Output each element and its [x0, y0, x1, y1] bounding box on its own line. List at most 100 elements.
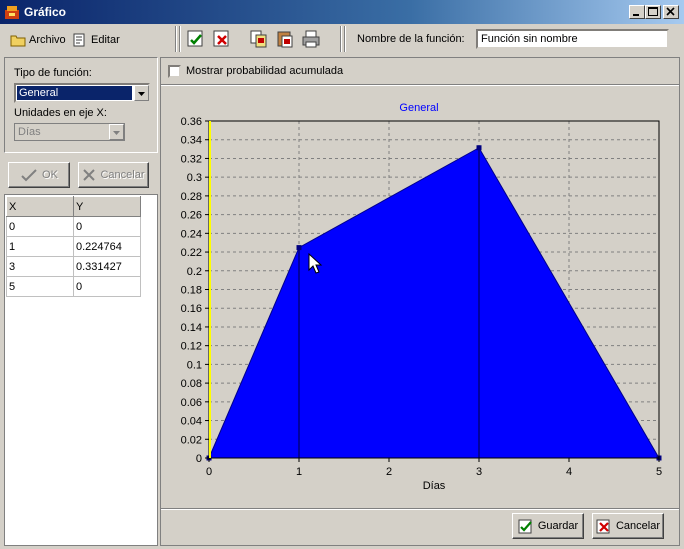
x-units-label: Unidades en eje X:: [14, 107, 107, 119]
x-tick-label: 2: [386, 466, 392, 478]
ok-label: OK: [42, 169, 58, 181]
y-tick-label: 0.26: [181, 210, 202, 222]
chevron-down-icon: [113, 131, 120, 135]
accept-icon[interactable]: [186, 29, 206, 49]
table-cell[interactable]: 3: [6, 256, 74, 277]
function-type-select[interactable]: General: [14, 83, 150, 103]
maximize-button[interactable]: [645, 5, 661, 19]
folder-icon: [10, 35, 26, 47]
y-tick-label: 0.1: [187, 359, 202, 371]
table-cell[interactable]: 1: [6, 236, 74, 257]
table-row: 3 0.331427: [6, 256, 141, 277]
table-cell[interactable]: 5: [6, 276, 74, 297]
app-icon: [5, 6, 19, 19]
table-cell[interactable]: 0: [73, 216, 141, 237]
ok-button[interactable]: OK: [8, 162, 70, 188]
mouse-cursor-icon: [308, 253, 323, 274]
cancel-icon: [596, 519, 610, 534]
y-tick-label: 0.18: [181, 285, 202, 297]
reject-icon[interactable]: [212, 29, 232, 49]
minimize-icon: [633, 14, 639, 16]
cumulative-checkbox[interactable]: [168, 65, 181, 78]
cancel-icon: [83, 169, 96, 181]
chevron-down-icon: [138, 92, 145, 96]
chart-title: General: [399, 102, 438, 114]
toolbar: Archivo Editar Nombre de la función: Fun…: [0, 24, 684, 56]
y-tick-label: 0.28: [181, 191, 202, 203]
maximize-icon: [648, 7, 658, 16]
data-point[interactable]: [476, 145, 482, 151]
y-tick-label: 0.32: [181, 153, 202, 165]
function-name-input[interactable]: Función sin nombre: [476, 29, 669, 49]
toolbar-separator: [179, 26, 181, 52]
cumulative-checkbox-row[interactable]: Mostrar probabilidad acumulada: [168, 64, 418, 80]
x-tick-label: 3: [476, 466, 482, 478]
paste-icon[interactable]: [275, 29, 295, 49]
x-axis-title: Días: [423, 480, 446, 492]
x-units-select[interactable]: Días: [14, 123, 125, 141]
menu-archivo-label: Archivo: [29, 34, 66, 46]
table-header-row: X Y: [6, 196, 141, 217]
column-header-x[interactable]: X: [6, 196, 74, 217]
save-label: Guardar: [537, 520, 579, 532]
menu-editar[interactable]: Editar: [72, 32, 127, 50]
function-type-dropdown[interactable]: [134, 85, 149, 101]
edit-icon: [73, 33, 85, 47]
x-tick-label: 0: [206, 466, 212, 478]
x-units-value: Días: [18, 126, 41, 138]
y-tick-label: 0: [196, 453, 202, 465]
toolbar-separator: [344, 26, 346, 52]
left-cancel-label: Cancelar: [100, 169, 145, 181]
checkmark-icon: [21, 169, 37, 182]
function-type-label: Tipo de función:: [14, 67, 92, 79]
y-tick-label: 0.36: [181, 116, 202, 128]
probability-chart: General 0 0.02 0.04 0.06 0.08 0.1 0.12 0.14 0.16…: [181, 102, 662, 492]
y-tick-label: 0.02: [181, 434, 202, 446]
y-tick-label: 0.2: [187, 266, 202, 278]
x-units-dropdown[interactable]: [109, 124, 124, 140]
table-cell[interactable]: 0.224764: [73, 236, 141, 257]
close-button[interactable]: [663, 5, 679, 19]
copy-icon[interactable]: [249, 29, 269, 49]
data-point[interactable]: [296, 245, 302, 251]
function-name-label: Nombre de la función:: [357, 33, 465, 45]
table-cell[interactable]: 0: [6, 216, 74, 237]
menu-archivo[interactable]: Archivo: [10, 32, 70, 50]
y-tick-label: 0.06: [181, 397, 202, 409]
footer-cancel-label: Cancelar: [615, 520, 661, 532]
y-tick-label: 0.22: [181, 247, 202, 259]
minimize-button[interactable]: [629, 5, 645, 19]
y-tick-label: 0.04: [181, 416, 202, 428]
title-bar: Gráfico: [0, 0, 684, 24]
y-tick-label: 0.14: [181, 322, 202, 334]
cumulative-checkbox-label: Mostrar probabilidad acumulada: [186, 65, 344, 77]
y-tick-label: 0.24: [181, 228, 202, 240]
menu-editar-label: Editar: [91, 34, 120, 46]
footer-divider: [161, 508, 679, 510]
footer-cancel-button[interactable]: Cancelar: [592, 513, 664, 539]
x-tick-label: 1: [296, 466, 302, 478]
table-cell[interactable]: 0.331427: [73, 256, 141, 277]
function-type-value: General: [17, 86, 132, 100]
window-title: Gráfico: [24, 5, 67, 19]
left-settings-panel: Tipo de función: General Unidades en eje…: [4, 57, 158, 153]
save-button[interactable]: Guardar: [512, 513, 584, 539]
save-icon: [518, 519, 532, 534]
left-cancel-button[interactable]: Cancelar: [78, 162, 149, 188]
y-tick-label: 0.08: [181, 378, 202, 390]
column-header-y[interactable]: Y: [73, 196, 141, 217]
y-tick-label: 0.3: [187, 172, 202, 184]
toolbar-separator: [175, 26, 177, 52]
toolbar-separator: [340, 26, 342, 52]
function-name-value: Función sin nombre: [481, 33, 578, 45]
print-icon[interactable]: [301, 29, 321, 49]
right-panel: [160, 57, 680, 546]
x-tick-label: 5: [656, 466, 662, 478]
x-tick-label: 4: [566, 466, 572, 478]
table-cell[interactable]: 0: [73, 276, 141, 297]
panel-divider: [161, 84, 679, 86]
y-tick-label: 0.12: [181, 341, 202, 353]
y-tick-label: 0.16: [181, 303, 202, 315]
